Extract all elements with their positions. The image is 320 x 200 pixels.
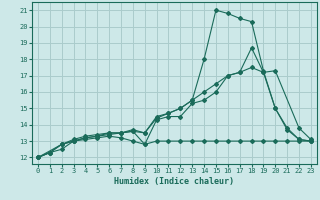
X-axis label: Humidex (Indice chaleur): Humidex (Indice chaleur) xyxy=(115,177,234,186)
